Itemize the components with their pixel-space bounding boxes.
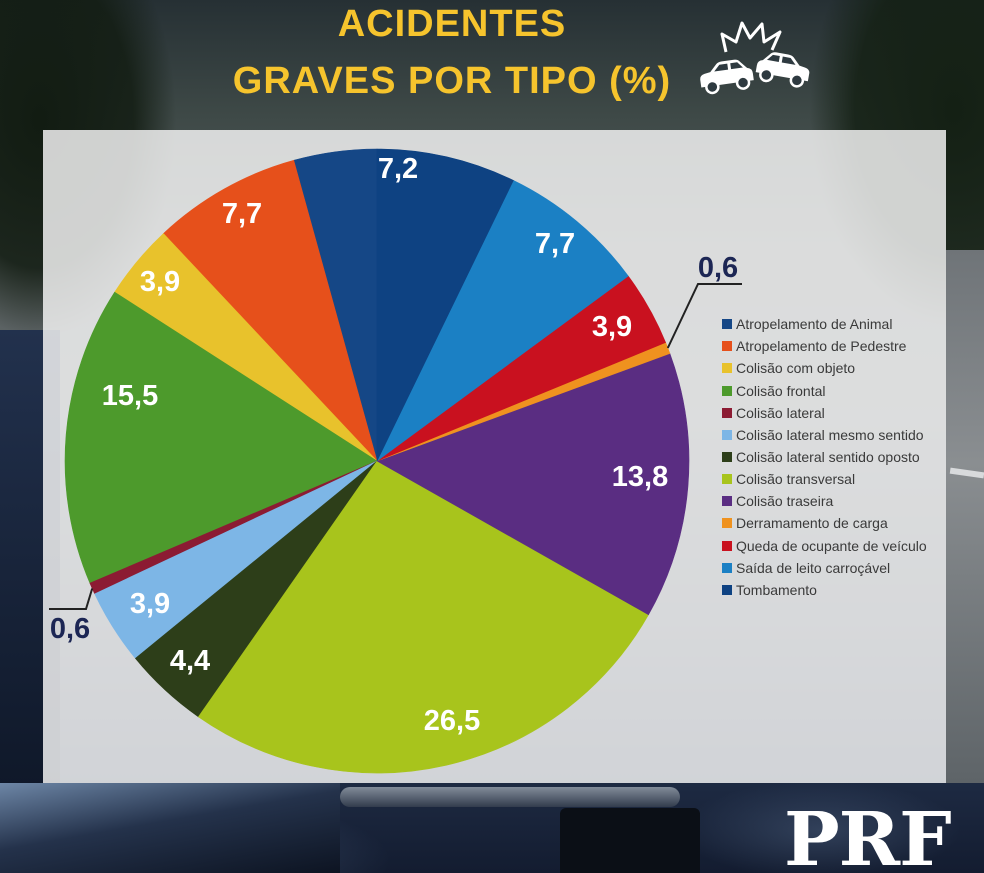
legend-label: Colisão frontal <box>736 382 826 399</box>
background-headlight <box>0 783 340 873</box>
legend-item-colisao-lateral-sentido-oposto: Colisão lateral sentido oposto <box>722 446 947 468</box>
legend-label: Tombamento <box>736 581 817 598</box>
leader-line-colisao-lateral <box>49 588 94 610</box>
leader-lines <box>49 283 742 610</box>
car-right-icon <box>755 52 810 88</box>
title-line-2: GRAVES POR TIPO (%) <box>232 60 672 102</box>
legend-swatch <box>722 319 732 330</box>
legend-item-colisao-transversal: Colisão transversal <box>722 468 947 490</box>
slice-label-atropelamento-de-pedestre: 7,7 <box>222 198 262 230</box>
background-road <box>946 250 984 783</box>
pie-slice-colisao-transversal <box>197 460 649 774</box>
legend-label: Derramamento de carga <box>736 515 888 532</box>
legend-swatch <box>722 452 732 463</box>
legend-label: Saída de leito carroçável <box>736 559 891 576</box>
legend-item-atropelamento-de-animal: Atropelamento de Animal <box>722 313 947 335</box>
legend-swatch <box>722 540 732 551</box>
pie-slices <box>64 148 690 774</box>
slice-label-derramamento-de-carga: 0,6 <box>698 252 738 284</box>
legend-item-colisao-traseira: Colisão traseira <box>722 490 947 512</box>
slice-label-colisao-com-objeto: 3,9 <box>140 266 180 298</box>
legend-swatch <box>722 385 732 396</box>
legend-label: Atropelamento de Animal <box>736 316 893 333</box>
pie-slice-atropelamento-de-pedestre <box>162 159 378 462</box>
legend: Atropelamento de Animal Atropelamento de … <box>722 313 947 601</box>
slice-label-colisao-lateral: 0,6 <box>50 613 90 645</box>
legend-swatch <box>722 407 732 418</box>
legend-label: Queda de ocupante de veículo <box>736 537 927 554</box>
legend-label: Colisão lateral sentido oposto <box>736 449 920 466</box>
slice-label-colisao-transversal: 26,5 <box>424 705 480 737</box>
legend-item-atropelamento-de-pedestre: Atropelamento de Pedestre <box>722 335 947 357</box>
legend-label: Colisão transversal <box>736 471 856 488</box>
slice-label-tombamento: 7,2 <box>378 153 418 185</box>
background-chrome-bar <box>340 787 680 807</box>
legend-item-colisao-lateral: Colisão lateral <box>722 402 947 424</box>
legend-label: Colisão traseira <box>736 493 834 510</box>
legend-swatch <box>722 363 732 374</box>
legend-label: Colisão com objeto <box>736 360 856 377</box>
car-left-icon <box>700 59 754 95</box>
legend-item-derramamento-de-carga: Derramamento de carga <box>722 512 947 534</box>
legend-item-tombamento: Tombamento <box>722 579 947 601</box>
pie-labels: 7,73,915,50,63,94,426,513,80,63,97,77,2 <box>50 153 738 737</box>
legend-label: Colisão lateral mesmo sentido <box>736 426 924 443</box>
prf-logo: PRF <box>784 797 952 873</box>
pie-slice-colisao-traseira <box>376 353 690 616</box>
legend-item-saida-de-leito-carrocavel: Saída de leito carroçável <box>722 557 947 579</box>
legend-swatch <box>722 562 732 573</box>
background-grille <box>560 808 700 873</box>
legend-swatch <box>722 496 732 507</box>
legend-swatch <box>722 429 732 440</box>
impact-burst-icon <box>720 21 782 53</box>
slice-label-saida-de-leito-carrocavel: 7,7 <box>535 228 575 260</box>
slice-label-queda-de-ocupante-de-veiculo: 3,9 <box>592 311 632 343</box>
slice-label-colisao-traseira: 13,8 <box>612 461 668 493</box>
legend-label: Atropelamento de Pedestre <box>736 338 907 355</box>
leader-line-derramamento-de-carga <box>666 283 742 349</box>
legend-item-colisao-frontal: Colisão frontal <box>722 379 947 401</box>
pie-slice-colisao-frontal <box>64 291 378 584</box>
car-crash-icon <box>700 21 810 95</box>
pie-slice-saida-de-leito-carrocavel <box>376 179 629 462</box>
legend-item-colisao-com-objeto: Colisão com objeto <box>722 357 947 379</box>
legend-swatch <box>722 341 732 352</box>
slice-label-colisao-frontal: 15,5 <box>102 380 158 412</box>
legend-item-colisao-lateral-mesmo-sentido: Colisão lateral mesmo sentido <box>722 424 947 446</box>
pie-slice-tombamento <box>376 148 514 462</box>
legend-swatch <box>722 518 732 529</box>
slice-label-colisao-lateral-sentido-oposto: 4,4 <box>170 645 210 677</box>
slice-label-colisao-lateral-mesmo-sentido: 3,9 <box>130 588 170 620</box>
legend-swatch <box>722 584 732 595</box>
title-line-1: ACIDENTES <box>337 3 567 45</box>
legend-swatch <box>722 474 732 485</box>
legend-item-queda-de-ocupante-de-veiculo: Queda de ocupante de veículo <box>722 535 947 557</box>
legend-label: Colisão lateral <box>736 404 825 421</box>
